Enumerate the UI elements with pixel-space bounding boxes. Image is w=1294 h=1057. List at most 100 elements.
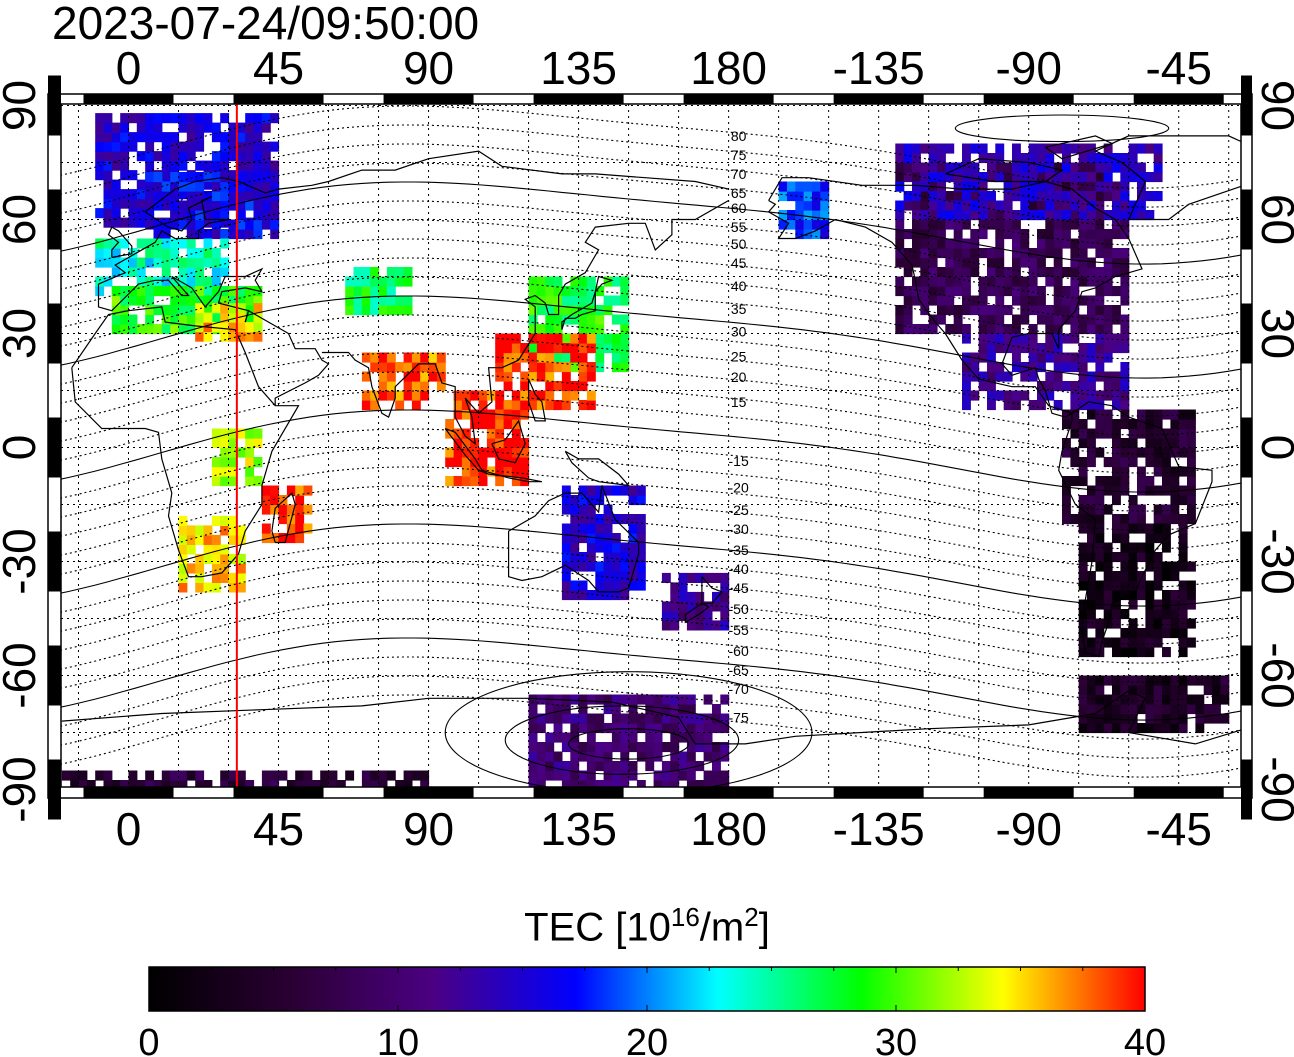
tec-cell (895, 238, 905, 249)
tec-cell (920, 172, 930, 183)
tec-cell (145, 198, 155, 209)
tec-cell (445, 457, 455, 468)
tec-cell (912, 200, 921, 211)
tec-cell (278, 514, 288, 525)
tec-cell (103, 276, 113, 287)
tec-cell (611, 276, 621, 287)
tec-cell (261, 219, 271, 230)
tec-cell (570, 381, 580, 392)
tec-cell (1120, 400, 1130, 411)
tec-cell (245, 428, 255, 439)
tec-cell (912, 238, 921, 249)
tec-cell (161, 267, 171, 278)
coastline (1044, 135, 1114, 160)
tec-cell (153, 324, 163, 335)
tec-cell (236, 563, 246, 574)
tec-cell (561, 742, 571, 753)
tec-cell (311, 780, 321, 787)
tec-cell (912, 324, 921, 335)
tec-cell (1162, 447, 1171, 458)
tec-cell (128, 198, 138, 209)
tec-cell (987, 333, 996, 344)
tec-cell (145, 286, 155, 297)
tec-cell (395, 780, 405, 787)
tec-cell (120, 141, 130, 152)
tec-cell (1087, 267, 1096, 278)
tec-cell (1162, 438, 1171, 449)
tec-cell (570, 352, 580, 363)
tec-cell (1153, 628, 1163, 639)
tec-cell (245, 219, 255, 230)
tec-cell (953, 191, 963, 202)
tec-cell (145, 132, 155, 143)
tec-cell (145, 295, 155, 306)
tec-cell (378, 362, 388, 373)
tec-cell (178, 122, 188, 133)
tec-cell (1120, 257, 1130, 268)
tec-cell (1020, 371, 1030, 382)
tec-cell (203, 780, 213, 787)
tec-cell (128, 267, 138, 278)
tec-cell (1087, 457, 1096, 468)
tec-cell (953, 238, 963, 249)
tec-cell (1120, 542, 1130, 553)
tec-cell (536, 713, 546, 724)
tec-cell (120, 217, 130, 228)
tec-cell (903, 143, 913, 154)
tec-cell (778, 181, 788, 192)
tec-cell (1120, 276, 1130, 287)
tec-cell (428, 362, 438, 373)
tec-cell (186, 267, 196, 278)
tec-cell (1062, 333, 1071, 344)
tec-cell (1095, 637, 1105, 648)
tec-cell (178, 780, 188, 787)
tec-cell (1012, 219, 1021, 230)
tec-cell (1062, 295, 1071, 306)
tec-cell (1037, 257, 1046, 268)
tec-cell (620, 485, 630, 496)
tec-cell (453, 438, 463, 449)
tec-cell (253, 122, 263, 133)
tec-cell (486, 438, 496, 449)
contour-label: 55 (731, 219, 747, 235)
tec-cell (236, 189, 246, 200)
tec-cell (1095, 191, 1105, 202)
tec-cell (928, 267, 938, 278)
tec-cell (220, 113, 230, 124)
tec-cell (1103, 305, 1113, 316)
tec-cell (236, 160, 246, 171)
tec-cell (1062, 409, 1071, 420)
tec-cell (461, 400, 471, 411)
tec-cell (70, 770, 80, 781)
tec-cell (511, 447, 521, 458)
tec-cell (636, 723, 646, 734)
tec-cell (236, 210, 246, 221)
tec-cell (953, 200, 963, 211)
tec-cell (1120, 580, 1130, 591)
tec-cell (620, 732, 630, 743)
tec-cell (595, 761, 605, 772)
tec-cell (411, 371, 421, 382)
tec-cell (895, 286, 905, 297)
tec-cell (553, 761, 563, 772)
tec-cell (1045, 248, 1055, 259)
tec-cell (586, 495, 596, 506)
tec-cell (495, 362, 505, 373)
tec-cell (670, 694, 680, 705)
tec-cell (120, 305, 130, 316)
tec-cell (628, 514, 638, 525)
tec-cell (1078, 267, 1088, 278)
tec-region (1062, 409, 1196, 525)
tec-cell (1062, 352, 1071, 363)
tec-cell (953, 229, 963, 240)
contour-label: -60 (729, 643, 749, 659)
mag-lat-contour (61, 295, 1241, 379)
tec-cell (720, 694, 730, 705)
tec-cell (653, 770, 663, 781)
tec-cell (253, 312, 263, 323)
tec-cell (186, 770, 196, 781)
tec-cell (1103, 153, 1113, 164)
tec-region (145, 172, 280, 240)
tec-cell (211, 122, 221, 133)
tec-cell (1112, 162, 1121, 173)
